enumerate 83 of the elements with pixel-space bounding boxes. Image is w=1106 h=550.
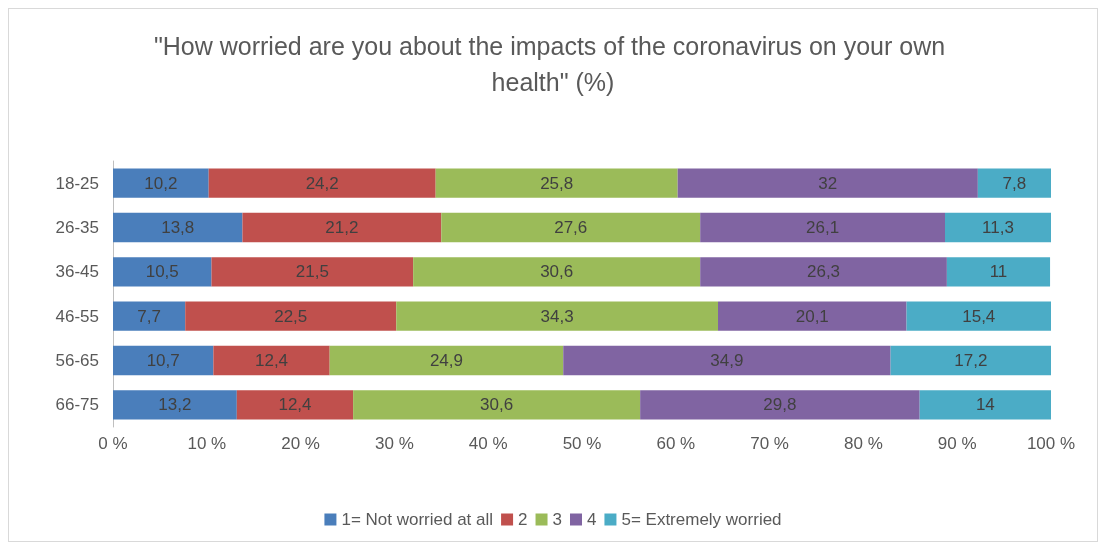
bar	[700, 257, 947, 287]
bar	[113, 345, 214, 376]
legend-label: 2	[518, 510, 528, 529]
data-label: 11	[989, 262, 1008, 282]
data-label: 32	[818, 173, 838, 193]
data-label: 29,8	[763, 395, 797, 415]
bar	[113, 301, 186, 331]
x-tick-label: 50 %	[562, 434, 602, 453]
bar	[946, 257, 1051, 287]
bar	[353, 390, 641, 420]
bar	[413, 257, 701, 287]
data-label: 22,5	[274, 306, 308, 326]
data-label: 34,9	[710, 351, 744, 370]
bar	[113, 390, 237, 420]
data-label: 24,9	[429, 351, 464, 370]
legend-label: 5= Extremely worried	[621, 510, 782, 529]
data-label: 15,4	[962, 306, 996, 326]
y-tick-label: 26-35	[55, 218, 99, 237]
bar	[113, 257, 212, 287]
bar	[435, 168, 678, 198]
x-tick-label: 20 %	[281, 434, 320, 453]
data-label: 10,7	[146, 351, 180, 370]
bar	[236, 390, 354, 420]
data-label: 21,2	[325, 218, 359, 237]
bar	[441, 212, 701, 243]
bar	[329, 345, 564, 376]
legend-label: 1= Not worried at all	[341, 510, 494, 529]
y-tick-label: 46-55	[55, 306, 99, 326]
data-label: 34,3	[540, 306, 574, 326]
bar	[977, 168, 1051, 198]
bar	[640, 390, 920, 420]
data-label: 13,8	[161, 218, 195, 237]
data-label: 26,3	[806, 262, 841, 282]
data-label: 20,1	[795, 306, 829, 326]
bar	[677, 168, 978, 198]
bar	[113, 168, 209, 198]
bar	[718, 301, 907, 331]
data-label: 7,8	[1002, 173, 1027, 193]
data-label: 27,6	[554, 218, 588, 237]
data-label: 10,5	[145, 262, 179, 282]
bar	[700, 212, 946, 243]
data-label: 10,2	[144, 173, 178, 193]
y-tick-label: 56-65	[55, 351, 99, 370]
bar	[906, 301, 1051, 331]
x-tick-label: 60 %	[656, 434, 696, 453]
data-label: 14	[975, 395, 995, 415]
chart-title: "How worried are you about the impacts of the coronavirus on your own health" (%)	[153, 32, 953, 96]
data-label: 12,4	[278, 395, 312, 415]
data-label: 13,2	[158, 395, 192, 415]
bar	[211, 257, 414, 287]
legend-label: 3	[552, 510, 562, 529]
bar	[396, 301, 719, 331]
x-tick-label: 0 %	[98, 434, 128, 453]
data-label: 17,2	[954, 351, 988, 370]
data-label: 26,1	[806, 218, 840, 237]
x-tick-label: 40 %	[468, 434, 508, 453]
legend-label: 4	[586, 510, 597, 529]
y-tick-label: 36-45	[55, 262, 99, 282]
data-label: 25,8	[540, 173, 574, 193]
data-label: 24,2	[305, 173, 339, 193]
bar	[242, 212, 442, 243]
bar	[945, 212, 1051, 243]
bar	[213, 345, 330, 376]
data-label: 11,3	[982, 218, 1014, 237]
x-tick-label: 10 %	[187, 434, 227, 453]
bar	[185, 301, 397, 331]
data-label: 21,5	[295, 262, 329, 282]
x-tick-label: 80 %	[844, 434, 883, 453]
data-label: 7,7	[137, 306, 161, 326]
bar	[563, 345, 891, 376]
x-tick-label: 70 %	[750, 434, 789, 453]
bar	[890, 345, 1051, 376]
data-label: 30,6	[540, 262, 574, 282]
bar	[208, 168, 436, 198]
y-tick-label: 66-75	[55, 395, 99, 415]
data-label: 30,6	[480, 395, 514, 415]
x-tick-label: 100 %	[1026, 434, 1076, 453]
bar	[113, 212, 243, 243]
x-tick-label: 30 %	[375, 434, 414, 453]
data-label: 12,4	[254, 351, 289, 370]
y-tick-label: 18-25	[55, 173, 99, 193]
bar	[919, 390, 1051, 420]
x-tick-label: 90 %	[937, 434, 977, 453]
